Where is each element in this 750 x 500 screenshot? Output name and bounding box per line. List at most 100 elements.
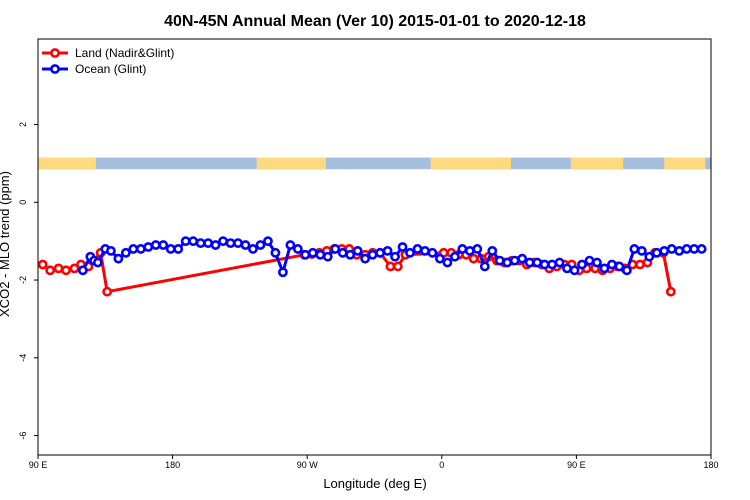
data-point-ocean: [165, 244, 176, 254]
data-point-ocean: [233, 238, 243, 249]
x-tick-label: 90 W: [297, 460, 319, 470]
x-axis-label: Longitude (deg E): [323, 476, 426, 491]
land-ocean-band: [38, 157, 711, 170]
data-point-ocean: [502, 257, 513, 268]
data-point-ocean: [442, 257, 453, 268]
data-point-ocean: [614, 261, 625, 272]
data-point-ocean: [592, 257, 602, 268]
data-point-land: [61, 265, 71, 276]
data-point-ocean: [195, 238, 206, 249]
data-point-ocean: [681, 244, 692, 254]
data-point-ocean: [517, 253, 528, 264]
data-point-ocean: [337, 247, 348, 258]
data-point-ocean: [651, 247, 662, 258]
data-point-ocean: [412, 244, 423, 254]
y-axis: 2 0 -2 -4 -6: [18, 122, 38, 440]
data-point-ocean: [375, 247, 386, 258]
data-point-land: [468, 253, 479, 264]
data-point-ocean: [487, 245, 498, 256]
data-point-ocean: [659, 245, 670, 256]
y-tick-label: -6: [18, 432, 28, 440]
y-tick-label: -4: [18, 354, 28, 362]
data-point-ocean: [158, 240, 169, 250]
y-tick-label: 0: [18, 200, 28, 205]
data-point-ocean: [352, 245, 363, 256]
data-point-ocean: [464, 245, 475, 256]
data-point-ocean: [203, 238, 214, 249]
data-point-ocean: [539, 259, 550, 270]
data-point-ocean: [405, 247, 415, 258]
data-point-ocean: [562, 263, 572, 274]
data-point-ocean: [120, 247, 131, 258]
data-point-ocean: [569, 265, 580, 276]
data-point-ocean: [427, 247, 438, 258]
data-point-ocean: [307, 247, 318, 258]
data-point-ocean: [367, 249, 378, 260]
x-tick-label: 90 E: [567, 460, 586, 470]
data-point-ocean: [621, 265, 632, 276]
data-point-ocean: [689, 244, 700, 254]
data-point-ocean: [345, 249, 356, 260]
data-point-ocean: [449, 251, 460, 262]
data-point-ocean: [188, 236, 199, 247]
data-point-ocean: [577, 259, 587, 270]
data-point-land: [385, 261, 396, 272]
data-point-land: [392, 261, 403, 272]
data-point-land: [53, 263, 64, 274]
data-point-ocean: [92, 257, 103, 268]
data-point-ocean: [472, 244, 483, 254]
data-point-ocean: [524, 257, 535, 268]
data-point-land: [45, 265, 56, 276]
legend: Land (Nadir&Glint) Ocean (Glint): [42, 46, 174, 76]
data-point-ocean: [270, 247, 281, 258]
data-point-ocean: [509, 255, 520, 266]
y-tick-label: 2: [18, 122, 28, 127]
data-point-ocean: [435, 253, 445, 264]
land-band-segment: [570, 157, 624, 170]
data-point-ocean: [666, 244, 677, 254]
data-point-land: [665, 286, 676, 297]
chart-title: 40N-45N Annual Mean (Ver 10) 2015-01-01 …: [164, 13, 586, 30]
series-layer: [37, 236, 707, 297]
data-point-ocean: [494, 255, 505, 266]
x-tick-label: 180: [165, 460, 180, 470]
data-point-ocean: [397, 242, 408, 252]
data-point-ocean: [173, 244, 184, 254]
data-point-ocean: [390, 251, 400, 262]
data-point-ocean: [135, 244, 146, 254]
x-tick-label: 90 E: [29, 460, 48, 470]
data-point-land: [37, 259, 48, 270]
data-point-ocean: [277, 267, 288, 278]
data-point-ocean: [263, 236, 273, 247]
legend-marker: [50, 64, 60, 74]
data-point-ocean: [330, 244, 341, 254]
data-point-ocean: [420, 245, 430, 256]
data-point-ocean: [128, 244, 139, 254]
data-point-ocean: [248, 244, 258, 254]
data-point-ocean: [218, 236, 228, 247]
plot-frame: [37, 38, 712, 456]
data-point-ocean: [532, 257, 543, 268]
ocean-band: [38, 157, 711, 170]
data-point-ocean: [315, 249, 326, 260]
data-point-ocean: [150, 240, 161, 250]
data-point-ocean: [547, 259, 557, 270]
data-point-ocean: [113, 253, 124, 264]
data-point-ocean: [322, 251, 333, 262]
legend-marker: [50, 48, 60, 58]
x-tick-label: 0: [439, 460, 444, 470]
data-point-ocean: [696, 244, 707, 254]
data-point-ocean: [554, 257, 565, 268]
land-band-segment: [430, 157, 511, 170]
land-band-segment: [256, 157, 326, 170]
data-point-ocean: [292, 244, 303, 254]
data-point-land: [102, 286, 113, 297]
data-point-ocean: [225, 238, 236, 249]
x-tick-label: 180: [703, 460, 718, 470]
data-point-ocean: [644, 251, 655, 262]
y-tick-label: -2: [18, 276, 28, 284]
legend-label: Ocean (Glint): [75, 62, 146, 76]
data-point-ocean: [77, 265, 88, 276]
data-point-ocean: [255, 240, 266, 250]
